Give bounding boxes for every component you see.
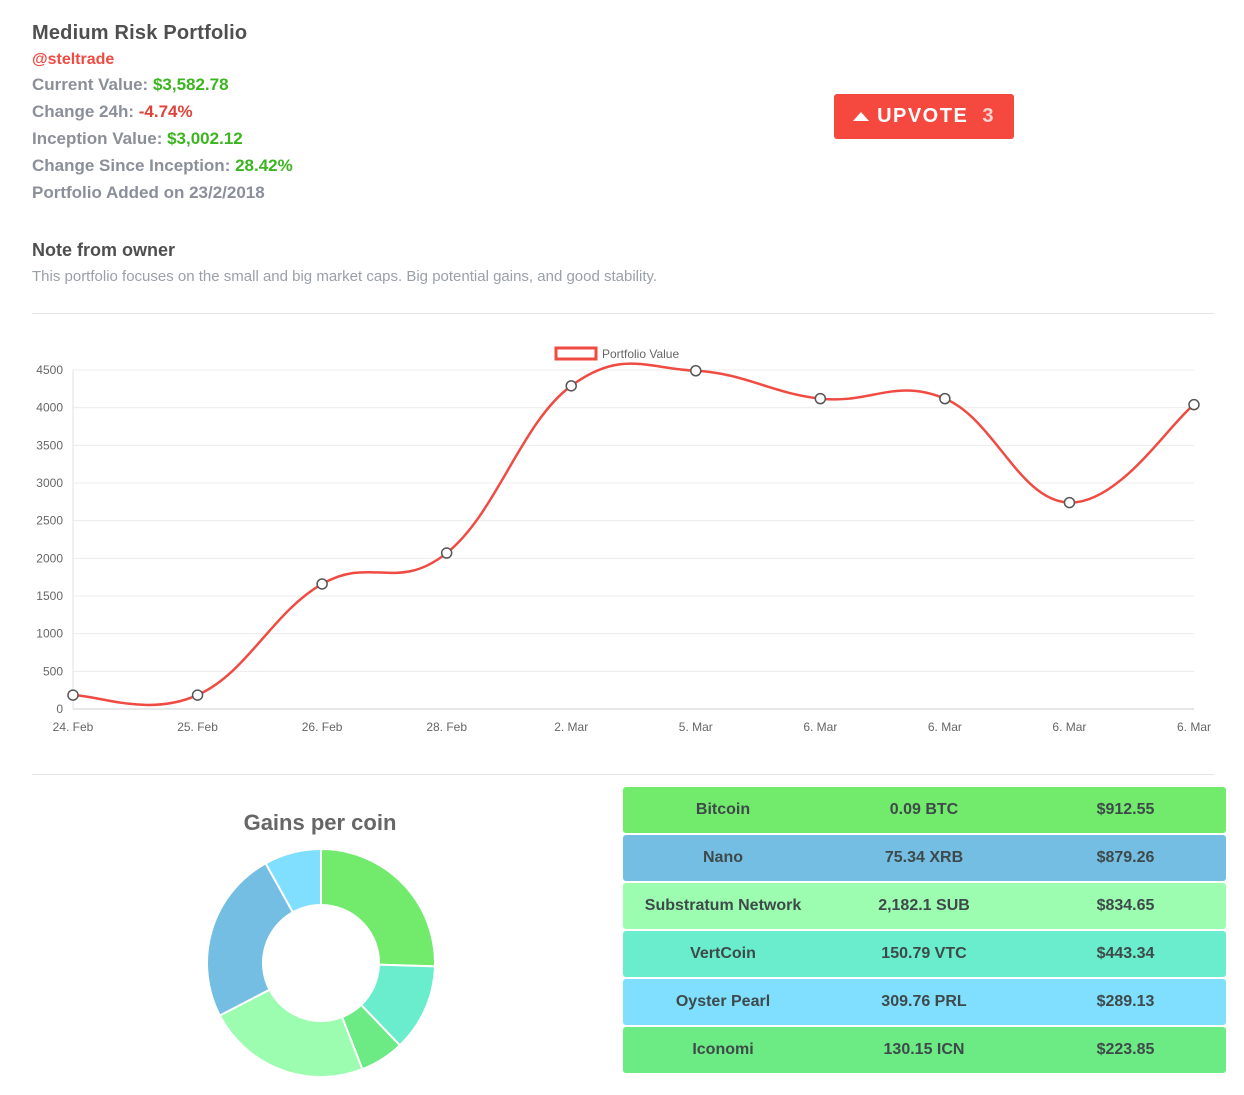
y-tick-label: 0 [56, 702, 63, 716]
y-tick-label: 1000 [36, 627, 63, 641]
inception-value-row: Inception Value: $3,002.12 [32, 129, 293, 149]
coin-amount: 0.09 BTC [889, 801, 959, 818]
coin-row[interactable]: Substratum Network 2,182.1 SUB $834.65 [623, 883, 1226, 929]
y-tick-label: 1500 [36, 589, 63, 603]
data-point [191, 689, 204, 701]
donut-slice-bitcoin [320, 848, 436, 968]
coin-amount: 2,182.1 SUB [878, 897, 970, 914]
coin-value: $879.26 [1096, 849, 1155, 866]
coin-amount: 150.79 VTC [881, 945, 967, 962]
coin-row[interactable]: Bitcoin 0.09 BTC $912.55 [623, 787, 1226, 833]
coin-amount: 309.76 PRL [881, 993, 967, 1010]
inception-value-label: Inception Value: [32, 129, 163, 148]
data-point [690, 365, 702, 377]
series-line-portfolio-value [72, 362, 1195, 707]
x-tick-label: 26. Feb [302, 720, 343, 734]
donut-slice-oyster-pearl [264, 848, 322, 914]
data-point [814, 392, 827, 405]
change-24h-label: Change 24h: [32, 102, 135, 121]
x-tick-label: 5. Mar [679, 720, 713, 734]
change-24h-value: -4.74% [138, 102, 193, 121]
coin-name: VertCoin [690, 945, 756, 962]
y-tick-label: 4000 [36, 401, 63, 415]
owner-handle[interactable]: @steltrade [32, 51, 115, 68]
coin-name: Iconomi [692, 1041, 754, 1058]
data-point [1063, 496, 1076, 509]
donut-slice-nano [206, 861, 295, 1017]
inception-value: $3,002.12 [167, 129, 243, 148]
note-text: This portfolio focuses on the small and … [32, 268, 658, 285]
change-since-value: 28.42% [235, 156, 293, 175]
y-tick-label: 2000 [36, 551, 63, 565]
portfolio-header: Medium Risk Portfolio @steltrade Current… [32, 22, 293, 210]
x-tick-label: 24. Feb [53, 720, 94, 734]
current-value-row: Current Value: $3,582.78 [32, 75, 293, 95]
donut-chart-title: Gains per coin [243, 810, 397, 835]
coin-row[interactable]: Iconomi 130.15 ICN $223.85 [623, 1027, 1226, 1073]
coin-name: Oyster Pearl [675, 993, 771, 1010]
data-point [67, 689, 79, 701]
coin-value: $912.55 [1096, 801, 1155, 818]
x-tick-label: 28. Feb [426, 720, 467, 734]
upvote-count: 3 [982, 105, 995, 127]
y-tick-label: 3500 [36, 438, 63, 452]
coin-row[interactable]: VertCoin 150.79 VTC $443.34 [623, 931, 1226, 977]
donut-slice-substratum-network [218, 988, 364, 1078]
coin-value: $289.13 [1096, 993, 1155, 1010]
x-tick-label: 2. Mar [554, 720, 588, 734]
x-tick-label: 25. Feb [177, 720, 218, 734]
change-24h-row: Change 24h: -4.74% [32, 102, 293, 122]
x-tick-label: 6. Mar [1177, 720, 1211, 734]
coin-value: $834.65 [1096, 897, 1155, 914]
data-point [939, 392, 951, 405]
coin-name: Nano [703, 849, 743, 866]
upvote-label: UPVOTE [877, 105, 969, 127]
coin-row[interactable]: Oyster Pearl 309.76 PRL $289.13 [623, 979, 1226, 1025]
data-point [565, 380, 577, 392]
coin-name: Substratum Network [644, 897, 802, 914]
x-tick-label: 6. Mar [803, 720, 837, 734]
divider [32, 774, 1214, 775]
legend-swatch [554, 346, 598, 361]
y-tick-label: 500 [43, 664, 63, 678]
note-heading: Note from owner [32, 240, 176, 260]
added-date: Portfolio Added on 23/2/2018 [32, 183, 293, 203]
data-point [316, 578, 328, 590]
coin-table: Bitcoin 0.09 BTC $912.55 Nano 75.34 XRB $879.… [623, 787, 1226, 1075]
y-tick-label: 3000 [36, 476, 63, 490]
coin-value: $223.85 [1096, 1041, 1155, 1058]
added-date-text: Portfolio Added on 23/2/2018 [32, 183, 265, 202]
y-tick-label: 4500 [36, 363, 63, 377]
portfolio-title: Medium Risk Portfolio [32, 22, 248, 44]
y-tick-label: 2500 [36, 514, 63, 528]
coin-amount: 130.15 ICN [883, 1041, 965, 1058]
current-value: $3,582.78 [152, 75, 229, 94]
upvote-button[interactable]: UPVOTE 3 [834, 94, 1014, 139]
current-value-label: Current Value: [32, 75, 149, 94]
divider [32, 313, 1214, 314]
coin-row[interactable]: Nano 75.34 XRB $879.26 [623, 835, 1226, 881]
x-tick-label: 6. Mar [1052, 720, 1086, 734]
portfolio-value-chart: 0 500 1000 1500 2000 2500 3000 3500 4000 4500 24. … [36, 346, 1211, 734]
coin-value: $443.34 [1096, 945, 1155, 962]
coin-amount: 75.34 XRB [884, 849, 964, 866]
caret-up-icon [853, 112, 870, 121]
x-tick-label: 6. Mar [928, 720, 962, 734]
change-since-label: Change Since Inception: [32, 156, 231, 175]
data-point [1188, 398, 1200, 411]
legend-label: Portfolio Value [602, 347, 679, 361]
coin-name: Bitcoin [695, 801, 751, 818]
chart-legend: Portfolio Value [554, 346, 679, 361]
change-since-row: Change Since Inception: 28.42% [32, 156, 293, 176]
gains-per-coin-donut [206, 848, 436, 1078]
owner-note: Note from owner This portfolio focuses o… [32, 240, 657, 285]
data-point [440, 547, 453, 559]
